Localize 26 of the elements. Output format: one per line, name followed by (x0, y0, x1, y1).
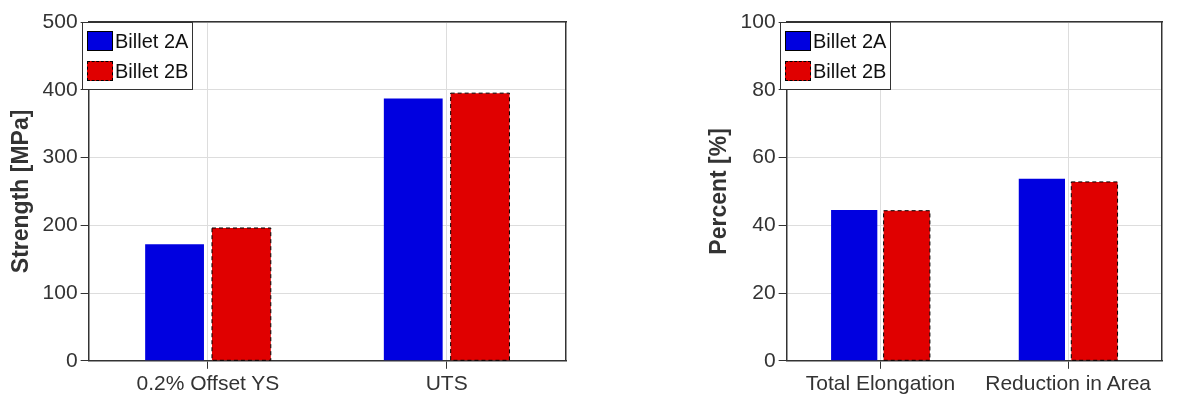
y-axis-title: Strength [MPa] (7, 109, 34, 274)
y-tick-label: 100 (42, 279, 78, 303)
legend-label: Billet 2B (115, 59, 189, 83)
x-tick-label: 0.2% Offset YS (136, 371, 280, 395)
y-tick-label: 500 (42, 8, 78, 32)
bar (383, 98, 443, 361)
y-tick-label: 200 (42, 212, 78, 236)
y-tick-label: 0 (65, 347, 78, 371)
y-tick-label: 0 (763, 347, 776, 371)
y-tick-label: 20 (752, 279, 776, 303)
y-axis-title: Percent [%] (705, 128, 732, 255)
bar (831, 210, 878, 361)
x-tick-label: Total Elongation (805, 371, 956, 395)
y-tick-label: 60 (752, 144, 776, 168)
legend-label: Billet 2A (813, 29, 887, 53)
y-tick-label: 40 (752, 212, 776, 236)
legend-label: Billet 2A (115, 29, 189, 53)
legend-label: Billet 2B (813, 59, 887, 83)
x-tick-label: UTS (425, 371, 468, 395)
y-tick-label: 80 (752, 76, 776, 100)
bar (1018, 178, 1066, 361)
y-tick-label: 400 (42, 76, 78, 100)
bar (145, 244, 204, 361)
y-tick-label: 300 (42, 144, 78, 168)
y-tick-label: 100 (740, 8, 776, 32)
x-tick-label: Reduction in Area (985, 371, 1152, 395)
